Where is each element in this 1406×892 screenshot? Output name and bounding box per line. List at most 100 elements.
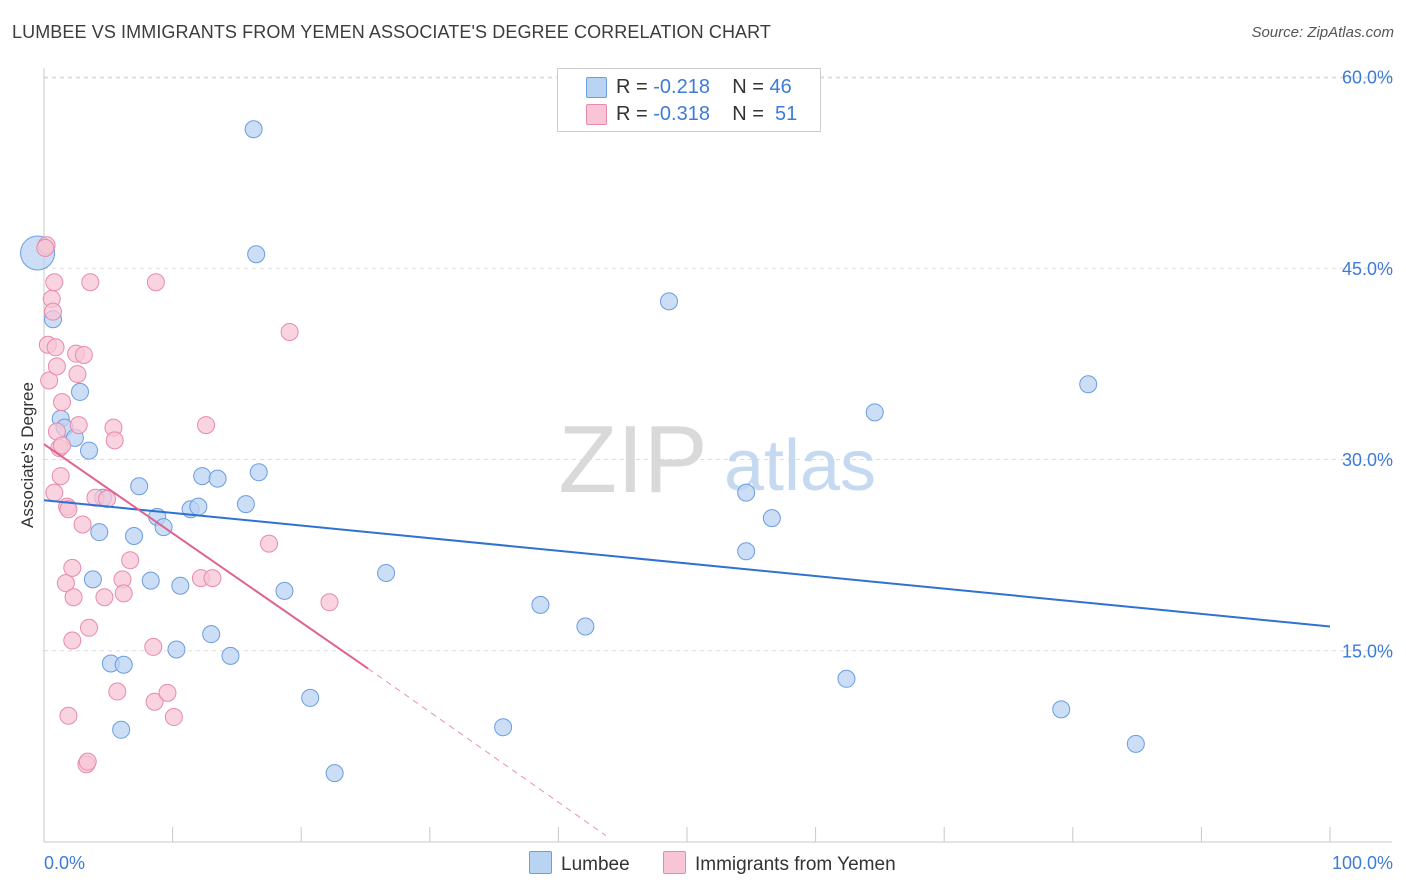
yemen-point — [36, 238, 55, 257]
yemen-point — [260, 534, 279, 553]
lumbee-point — [275, 581, 294, 600]
lumbee-point — [531, 595, 550, 614]
yemen-point — [68, 365, 87, 384]
stats-legend: R = -0.218 N = 46 R = -0.318 N = 51 — [557, 68, 821, 132]
yemen-point — [105, 431, 124, 450]
lumbee-point — [114, 655, 133, 674]
yemen-point — [56, 574, 75, 593]
yemen-trend-extension — [367, 668, 607, 837]
lumbee-point — [236, 495, 255, 514]
lumbee-point — [90, 523, 109, 542]
lumbee-point — [244, 120, 263, 139]
yemen-r-value: -0.318 — [653, 103, 710, 125]
axis-layer: 15.0% 30.0% 45.0% 60.0% 0.0% 100.0% — [43, 68, 1393, 873]
yemen-point — [73, 515, 92, 534]
lumbee-legend-label: Lumbee — [561, 854, 630, 875]
lumbee-trend-line — [43, 499, 1331, 628]
lumbee-point — [112, 720, 131, 739]
lumbee-point — [1126, 734, 1145, 753]
yemen-point — [121, 551, 140, 570]
yemen-swatch — [586, 104, 607, 125]
lumbee-point — [125, 527, 144, 545]
yemen-point — [47, 357, 66, 376]
lumbee-r-value: -0.218 — [653, 76, 710, 98]
legend-n-label: N = — [732, 103, 764, 125]
lumbee-point — [208, 469, 227, 488]
yemen-n-value: 51 — [775, 103, 798, 125]
yemen-point — [164, 708, 183, 727]
lumbee-point — [576, 617, 595, 636]
grid-layer — [44, 76, 1392, 652]
x-tick-label-min: 0.0% — [44, 853, 85, 873]
yemen-point — [145, 692, 164, 711]
yemen-point — [45, 483, 64, 502]
yemen-point — [80, 618, 99, 637]
lumbee-point — [325, 764, 344, 783]
y-tick-label: 60.0% — [1342, 68, 1393, 88]
yemen-point — [108, 682, 127, 701]
yemen-point — [98, 490, 117, 509]
yemen-point — [53, 393, 72, 412]
lumbee-point — [1079, 375, 1098, 394]
lumbee-point — [377, 563, 396, 582]
watermark-zip: ZIP — [558, 406, 707, 513]
lumbee-point — [83, 570, 102, 589]
yemen-point — [146, 273, 165, 292]
yemen-point — [64, 588, 83, 607]
x-tick-label-max: 100.0% — [1332, 853, 1393, 873]
lumbee-point — [494, 718, 513, 737]
bottom-legend-lumbee: Lumbee — [529, 851, 630, 876]
lumbee-point — [189, 497, 208, 516]
legend-r-label: R = — [616, 103, 648, 125]
yemen-point — [114, 584, 133, 603]
lumbee-point — [221, 646, 240, 665]
yemen-point — [59, 706, 78, 725]
yemen-point — [197, 416, 216, 435]
lumbee-point — [762, 509, 781, 528]
lumbee-point — [193, 467, 212, 486]
lumbee-point — [737, 542, 756, 561]
lumbee-point — [659, 292, 678, 311]
y-tick-label: 15.0% — [1342, 641, 1393, 661]
source-label: Source: ZipAtlas.com — [1251, 24, 1394, 41]
lumbee-point — [837, 669, 856, 688]
yemen-point — [45, 273, 64, 292]
lumbee-legend-swatch — [529, 851, 552, 874]
y-tick-label: 45.0% — [1342, 259, 1393, 279]
yemen-legend-swatch — [663, 851, 686, 874]
lumbee-swatch — [586, 77, 607, 98]
lumbee-n-value: 46 — [769, 76, 792, 98]
yemen-point — [158, 683, 177, 702]
lumbee-point — [71, 382, 90, 401]
yemen-point — [144, 637, 163, 656]
yemen-point — [40, 371, 59, 390]
lumbee-point — [167, 640, 186, 659]
lumbee-point — [249, 463, 268, 482]
yemen-point — [320, 593, 339, 612]
yemen-point — [46, 338, 65, 357]
lumbee-point — [141, 571, 160, 590]
lumbee-point — [301, 688, 320, 707]
yemen-point — [69, 416, 88, 435]
yemen-legend-label: Immigrants from Yemen — [695, 854, 896, 875]
lumbee-point — [130, 477, 149, 496]
lumbee-point — [171, 576, 190, 595]
yemen-point — [95, 588, 114, 607]
yemen-point — [44, 302, 63, 321]
points-layer — [20, 120, 1145, 783]
yemen-point — [59, 500, 78, 519]
yemen-point — [78, 752, 97, 771]
lumbee-point — [80, 441, 99, 460]
lumbee-point — [247, 245, 266, 264]
watermark: ZIP atlas — [558, 406, 876, 513]
yemen-trend-line — [43, 443, 369, 670]
yemen-point — [63, 558, 82, 577]
yemen-point — [74, 345, 93, 364]
yemen-point — [51, 467, 70, 486]
lumbee-point — [865, 403, 884, 422]
yemen-point — [203, 569, 222, 588]
yemen-point — [63, 631, 82, 650]
lumbee-point — [202, 625, 221, 644]
legend-r-label: R = — [616, 76, 648, 98]
